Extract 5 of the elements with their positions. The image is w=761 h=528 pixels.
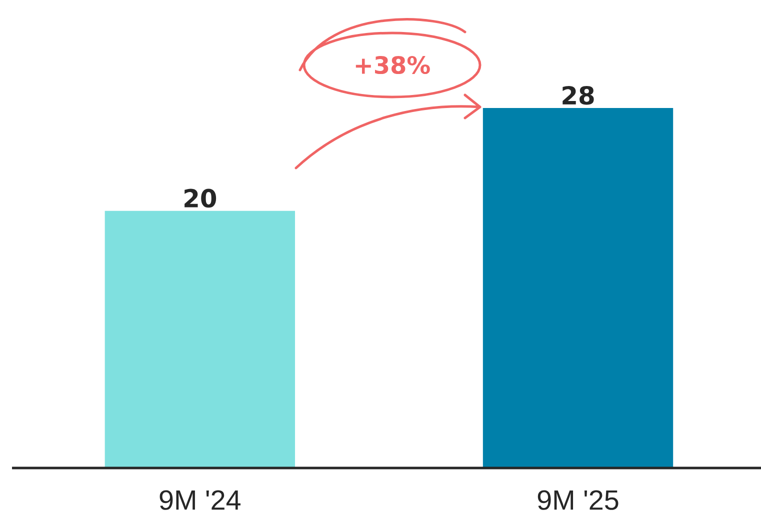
text: +38% xyxy=(356,56,430,74)
x-tick-label: 9M '25 xyxy=(538,490,618,510)
data-label: 20 xyxy=(184,188,216,208)
x-tick-label: 9M '24 xyxy=(160,490,240,510)
data-label: 28 xyxy=(562,86,594,105)
